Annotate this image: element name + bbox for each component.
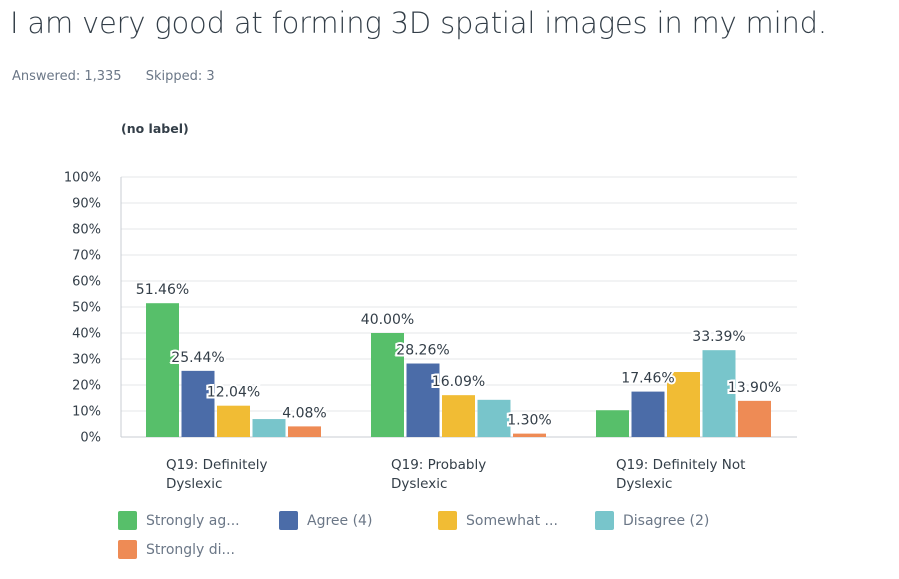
bar-4-2 xyxy=(477,399,511,437)
data-label: 13.90% xyxy=(728,380,781,396)
legend-label: Strongly ag... xyxy=(146,512,240,529)
question-title: I am very good at forming 3D spatial ima… xyxy=(10,6,827,40)
legend-item: Somewhat ... xyxy=(438,511,558,530)
response-stats: Answered: 1,335 Skipped: 3 xyxy=(12,69,215,84)
legend-label: Strongly di... xyxy=(146,541,235,558)
data-label: 4.08% xyxy=(282,405,326,421)
data-label: 51.46% xyxy=(136,282,189,298)
bar-5-1 xyxy=(288,426,321,437)
y-tick-label: 50% xyxy=(72,301,101,316)
y-tick-label: 60% xyxy=(72,275,101,290)
bar-3-2 xyxy=(442,395,475,437)
legend-label: Agree (4) xyxy=(307,512,373,529)
bar-5-3 xyxy=(738,400,771,437)
x-category-label: Q19: Probably xyxy=(391,457,486,473)
chart-label: (no label) xyxy=(121,121,189,136)
data-label: 1.30% xyxy=(507,413,551,429)
legend-swatch xyxy=(118,540,137,559)
y-tick-label: 70% xyxy=(72,249,101,264)
bar-2-1 xyxy=(181,370,215,437)
data-label: 17.46% xyxy=(621,371,674,387)
y-tick-label: 100% xyxy=(64,171,101,186)
bar-3-1 xyxy=(217,405,250,437)
data-label: 16.09% xyxy=(432,374,485,390)
legend-label: Disagree (2) xyxy=(623,512,710,529)
y-tick-label: 0% xyxy=(80,431,101,446)
legend-item: Strongly di... xyxy=(118,540,235,559)
y-tick-label: 30% xyxy=(72,353,101,368)
x-category-label: Dyslexic xyxy=(391,476,447,492)
x-category-label: Dyslexic xyxy=(616,476,672,492)
bar-1-1 xyxy=(146,303,179,437)
x-category-label: Dyslexic xyxy=(166,476,222,492)
data-label: 28.26% xyxy=(396,343,449,359)
legend-swatch xyxy=(438,511,457,530)
skipped-count: Skipped: 3 xyxy=(145,69,215,84)
bar-4-1 xyxy=(252,419,286,437)
bar-3-3 xyxy=(667,372,700,437)
data-label: 12.04% xyxy=(207,385,260,401)
answered-count: Answered: 1,335 xyxy=(12,69,122,84)
bar-2-3 xyxy=(631,391,665,437)
y-tick-label: 90% xyxy=(72,197,101,212)
y-tick-label: 40% xyxy=(72,327,101,342)
legend-item: Disagree (2) xyxy=(595,511,709,530)
y-tick-label: 80% xyxy=(72,223,101,238)
bar-2-2 xyxy=(406,363,440,437)
legend-swatch xyxy=(279,511,298,530)
bar-5-2 xyxy=(513,433,546,437)
legend-swatch xyxy=(118,511,137,530)
legend-label: Somewhat ... xyxy=(466,512,558,529)
data-label: 33.39% xyxy=(692,329,745,345)
data-label: 25.44% xyxy=(171,350,224,366)
data-label: 40.00% xyxy=(361,312,414,328)
bar-4-3 xyxy=(702,350,736,437)
legend-swatch xyxy=(595,511,614,530)
x-category-label: Q19: Definitely Not xyxy=(616,457,745,473)
legend-item: Agree (4) xyxy=(279,511,372,530)
bar-1-2 xyxy=(371,333,404,437)
y-tick-label: 10% xyxy=(72,405,101,420)
y-tick-label: 20% xyxy=(72,379,101,394)
bar-1-3 xyxy=(596,410,629,437)
legend-item: Strongly ag... xyxy=(118,511,240,530)
x-category-label: Q19: Definitely xyxy=(166,457,268,473)
